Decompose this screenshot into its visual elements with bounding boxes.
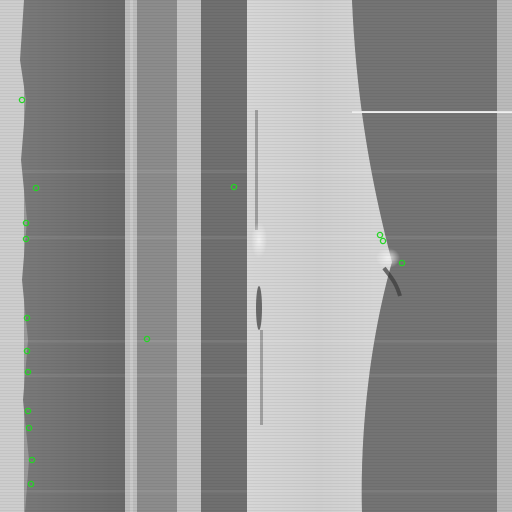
circle-marker-icon — [32, 184, 40, 192]
circle-marker-icon — [25, 424, 33, 432]
circle-marker-icon — [143, 335, 151, 343]
circle-marker-icon — [28, 456, 36, 464]
circle-marker-icon — [22, 235, 30, 243]
circle-marker-icon — [27, 480, 35, 488]
circle-marker-icon — [379, 237, 387, 245]
marker-layer — [18, 96, 406, 488]
circle-marker-icon — [24, 407, 32, 415]
circle-marker-icon — [18, 96, 26, 104]
circle-marker-icon — [230, 183, 238, 191]
circle-marker-icon — [24, 368, 32, 376]
circle-marker-icon — [23, 347, 31, 355]
circle-marker-icon — [23, 314, 31, 322]
circle-marker-icon — [22, 219, 30, 227]
circle-marker-icon — [376, 231, 384, 239]
circle-marker-icon — [398, 259, 406, 267]
